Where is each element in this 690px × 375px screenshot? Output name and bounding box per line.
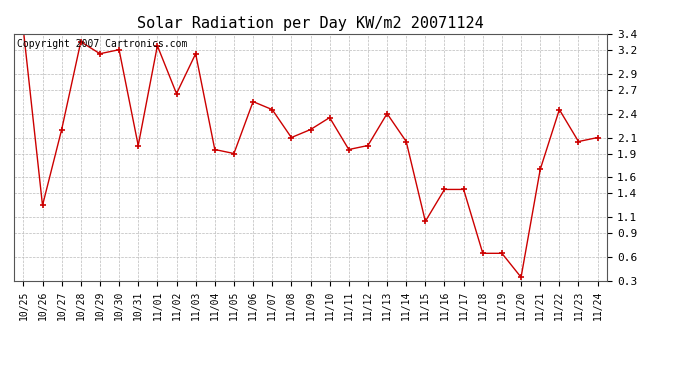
Title: Solar Radiation per Day KW/m2 20071124: Solar Radiation per Day KW/m2 20071124	[137, 16, 484, 31]
Text: Copyright 2007 Cartronics.com: Copyright 2007 Cartronics.com	[17, 39, 187, 49]
